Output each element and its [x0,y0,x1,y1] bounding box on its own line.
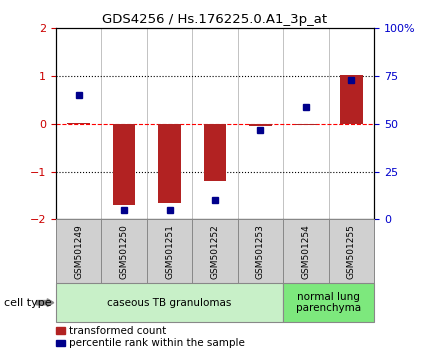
Text: transformed count: transformed count [69,326,166,336]
Bar [295,124,317,125]
Bar [67,123,90,124]
Text: percentile rank within the sample: percentile rank within the sample [69,338,245,348]
Text: GSM501252: GSM501252 [211,224,219,279]
Text: GSM501251: GSM501251 [165,224,174,279]
Text: normal lung
parenchyma: normal lung parenchyma [296,292,361,314]
Bar [158,124,181,203]
Title: GDS4256 / Hs.176225.0.A1_3p_at: GDS4256 / Hs.176225.0.A1_3p_at [102,13,328,26]
Bar [340,75,363,124]
Bar [249,124,272,126]
Text: GSM501253: GSM501253 [256,224,265,279]
Bar [113,124,135,205]
Text: GSM501249: GSM501249 [74,224,83,279]
Text: cell type: cell type [4,298,52,308]
Text: GSM501254: GSM501254 [301,224,310,279]
Text: GSM501255: GSM501255 [347,224,356,279]
Text: caseous TB granulomas: caseous TB granulomas [108,298,232,308]
Text: GSM501250: GSM501250 [120,224,129,279]
Bar [204,124,226,181]
